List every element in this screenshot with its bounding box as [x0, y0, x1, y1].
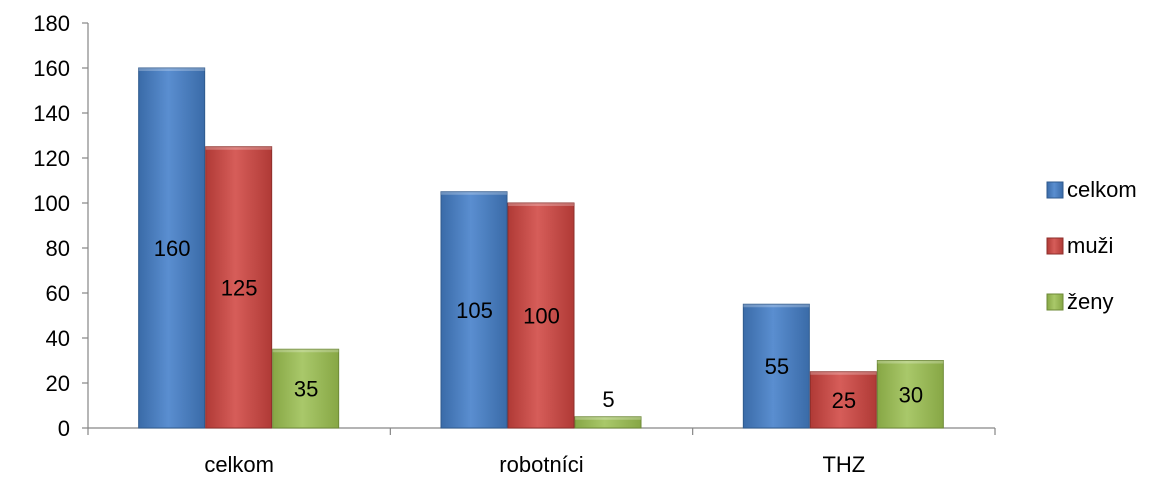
legend-label: ženy — [1067, 289, 1113, 314]
bar-highlight — [441, 191, 507, 195]
y-tick-label: 160 — [33, 56, 70, 81]
bar — [440, 191, 508, 429]
y-tick-label: 180 — [33, 11, 70, 36]
legend-swatch — [1046, 293, 1064, 311]
bar-highlight — [877, 360, 944, 364]
data-label: 160 — [154, 236, 191, 261]
bar — [205, 146, 273, 429]
bar — [507, 202, 575, 429]
data-label: 100 — [523, 304, 560, 329]
data-label: 35 — [294, 377, 318, 402]
y-tick-label: 40 — [46, 326, 70, 351]
legend: celkom muži ženy — [1046, 177, 1137, 314]
x-axis: celkom robotníci THZ — [87, 427, 996, 477]
bar — [138, 67, 206, 429]
x-category-label: celkom — [204, 452, 274, 477]
y-tick-label: 80 — [46, 236, 70, 261]
bar — [272, 348, 340, 429]
y-tick-label: 20 — [46, 371, 70, 396]
y-tick-label: 0 — [58, 416, 70, 441]
x-category-label: THZ — [822, 452, 865, 477]
bar — [574, 416, 642, 429]
bar-highlight — [743, 304, 810, 308]
legend-swatch — [1046, 181, 1064, 199]
bars — [138, 67, 944, 429]
y-tick-label: 100 — [33, 191, 70, 216]
bar-highlight — [575, 416, 641, 420]
y-tick-label: 60 — [46, 281, 70, 306]
bar — [876, 360, 944, 429]
bar — [809, 371, 877, 429]
data-label: 25 — [832, 388, 856, 413]
data-label: 5 — [602, 387, 614, 412]
bar-highlight — [138, 68, 205, 71]
bar-highlight — [810, 371, 877, 375]
legend-swatch — [1046, 237, 1064, 255]
bar — [742, 303, 810, 429]
data-label: 30 — [899, 382, 923, 407]
data-label: 125 — [221, 275, 258, 300]
y-tick-label: 120 — [33, 146, 70, 171]
bar-highlight — [508, 203, 574, 206]
bar-highlight — [272, 349, 339, 353]
legend-label: celkom — [1067, 177, 1137, 202]
bar-highlight — [205, 146, 272, 150]
x-category-label: robotníci — [499, 452, 583, 477]
data-label: 55 — [765, 354, 789, 379]
y-tick-label: 140 — [33, 101, 70, 126]
legend-label: muži — [1067, 233, 1113, 258]
y-axis: 0 20 40 60 80 100 120 140 160 180 — [33, 11, 89, 441]
data-label: 105 — [456, 298, 493, 323]
